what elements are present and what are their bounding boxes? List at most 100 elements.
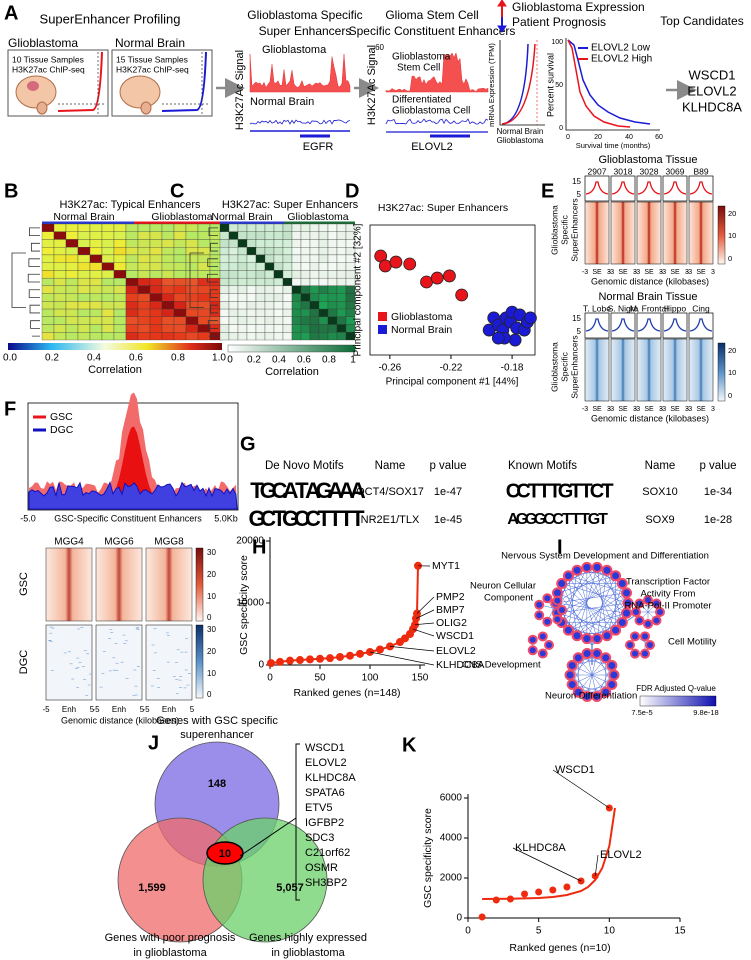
heat-cell bbox=[327, 308, 338, 317]
heat-cell bbox=[300, 277, 311, 287]
x-tick-label: 150 bbox=[412, 673, 429, 684]
heat-cell bbox=[53, 324, 67, 333]
heat-cell bbox=[273, 247, 284, 256]
label: 10 bbox=[728, 368, 736, 377]
motif-letter: T bbox=[562, 511, 572, 528]
heat-cell bbox=[300, 254, 311, 263]
heat-cell bbox=[282, 262, 293, 271]
heat-cell bbox=[300, 293, 311, 302]
heat-cell bbox=[300, 223, 311, 232]
heat-cell bbox=[237, 332, 248, 341]
x-tick-label: 5 bbox=[536, 926, 542, 937]
signal-track bbox=[385, 52, 489, 93]
label: SE bbox=[644, 269, 654, 276]
heat-cell bbox=[89, 301, 103, 310]
network-node bbox=[542, 616, 553, 627]
heat-cell bbox=[273, 223, 284, 232]
color-scale bbox=[8, 343, 222, 350]
heat-cell bbox=[113, 247, 127, 256]
heat-cell bbox=[137, 301, 151, 310]
heat-cell bbox=[161, 223, 175, 232]
label: 20 bbox=[594, 134, 602, 141]
x-tick-label: 15 bbox=[674, 926, 686, 937]
heat-cell bbox=[41, 293, 55, 302]
point bbox=[267, 659, 275, 668]
network-node bbox=[581, 690, 593, 702]
point bbox=[535, 888, 543, 896]
heat-cell bbox=[228, 277, 239, 287]
label: 9.8e-18 bbox=[693, 708, 718, 717]
label: -5 bbox=[42, 705, 50, 714]
point bbox=[524, 311, 537, 325]
point bbox=[389, 255, 403, 269]
heat-cell bbox=[219, 277, 230, 287]
motif-letter: C bbox=[543, 511, 555, 528]
motif-letter: T bbox=[570, 480, 582, 502]
heat-cell bbox=[77, 285, 91, 294]
motif-letter: T bbox=[351, 506, 365, 531]
heat-cell bbox=[185, 254, 199, 263]
heat-cell bbox=[219, 293, 230, 302]
heat-cell bbox=[318, 231, 329, 240]
profile-box bbox=[610, 175, 636, 202]
label: 3069 bbox=[666, 166, 685, 176]
heat-cell bbox=[228, 247, 239, 256]
heat-cell bbox=[282, 247, 293, 256]
point bbox=[491, 331, 505, 345]
heat-cell bbox=[149, 254, 163, 263]
label: Specific bbox=[559, 351, 569, 382]
label: Normal Brain bbox=[53, 211, 114, 223]
heat-cell bbox=[273, 270, 284, 279]
label: SE bbox=[644, 406, 654, 413]
label: Glioblastoma bbox=[287, 211, 348, 223]
label: 10 bbox=[728, 231, 736, 240]
heat-cell bbox=[309, 277, 320, 287]
series-line bbox=[270, 565, 419, 665]
heat-cell bbox=[237, 247, 248, 256]
heat-cell bbox=[219, 285, 230, 294]
heat-cell bbox=[228, 270, 239, 279]
label: Differentiated bbox=[392, 95, 451, 106]
heat-cell bbox=[77, 293, 91, 302]
point bbox=[276, 657, 284, 666]
heat-cell bbox=[318, 277, 329, 287]
heat-cell bbox=[255, 308, 266, 317]
x-tick-label: 0 bbox=[465, 926, 471, 937]
annotation-leader bbox=[412, 628, 435, 637]
heat-cell bbox=[53, 301, 67, 310]
density-heatmap bbox=[636, 338, 662, 402]
label: Neuron Differentiation bbox=[545, 691, 637, 702]
heat-cell bbox=[101, 239, 115, 248]
network-node bbox=[552, 595, 563, 606]
label: EGFR bbox=[303, 141, 334, 153]
label: SE bbox=[670, 269, 680, 276]
heat-cell bbox=[161, 332, 175, 341]
network-node bbox=[634, 615, 645, 626]
heat-cell bbox=[300, 231, 311, 240]
heat-cell bbox=[219, 247, 230, 256]
signal-track bbox=[249, 53, 351, 93]
heat-cell bbox=[291, 254, 302, 263]
network-node bbox=[601, 564, 613, 576]
profile-box bbox=[688, 175, 714, 202]
heat-cell bbox=[246, 301, 257, 310]
label: B89 bbox=[693, 166, 708, 176]
heat-cell bbox=[318, 247, 329, 256]
network-node bbox=[566, 679, 578, 691]
label: Glioblastoma Tissue bbox=[598, 154, 697, 166]
motif-letter: C bbox=[305, 506, 321, 531]
brain-stem bbox=[36, 101, 48, 115]
heat-cell bbox=[137, 223, 151, 232]
heat-cell bbox=[101, 277, 115, 287]
heat-cell bbox=[65, 277, 79, 287]
heat-cell bbox=[137, 262, 151, 271]
heat-cell bbox=[300, 324, 311, 333]
motif-letter: G bbox=[516, 511, 528, 528]
heat-cell bbox=[327, 277, 338, 287]
legend-swatch bbox=[378, 325, 387, 334]
heat-cell bbox=[246, 277, 257, 287]
heat-cell bbox=[161, 254, 175, 263]
heat-cell bbox=[101, 270, 115, 279]
heat-cell bbox=[77, 277, 91, 287]
panel-letter: B bbox=[4, 180, 18, 202]
